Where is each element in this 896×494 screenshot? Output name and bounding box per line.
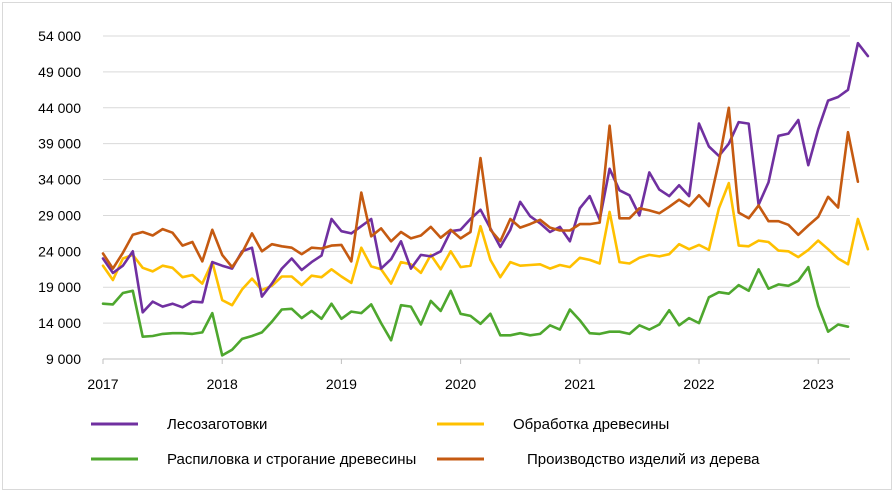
- y-tick-label: 29 000: [38, 207, 81, 223]
- series-line-0: [101, 41, 870, 314]
- y-tick-label: 19 000: [38, 279, 81, 295]
- y-tick-label: 9 000: [46, 351, 81, 367]
- x-tick-label: 2022: [683, 376, 714, 392]
- x-tick-label: 2018: [207, 376, 238, 392]
- series-line-3: [101, 106, 860, 270]
- y-tick-label: 34 000: [38, 172, 81, 188]
- y-tick-label: 14 000: [38, 315, 81, 331]
- x-tick-label: 2020: [445, 376, 476, 392]
- series-line-2: [101, 265, 850, 357]
- x-tick-label: 2017: [87, 376, 118, 392]
- gridlines: [103, 35, 850, 360]
- legend-label: Обработка древесины: [513, 416, 669, 433]
- legend-label: Производство изделий из дерева: [527, 451, 760, 468]
- y-tick-label: 54 000: [38, 28, 81, 44]
- y-tick-label: 24 000: [38, 243, 81, 259]
- x-tick-label: 2019: [326, 376, 357, 392]
- y-tick-label: 44 000: [38, 100, 81, 116]
- legend-label: Распиловка и строгание древесины: [167, 451, 416, 468]
- y-axis-ticks: 9 000 14 000 19 000 24 000 29 000 34 000 39 00…: [38, 28, 81, 367]
- y-tick-label: 39 000: [38, 136, 81, 152]
- x-axis-ticks: 2017 2018 2019 2020 2021 2022 2023: [87, 359, 834, 392]
- series-line-1: [101, 181, 870, 307]
- legend-label: Лесозаготовки: [167, 416, 267, 433]
- series-lines: [101, 41, 870, 357]
- legend: Лесозаготовки Обработка древесины Распилов…: [91, 416, 760, 468]
- y-tick-label: 49 000: [38, 64, 81, 80]
- x-tick-label: 2023: [803, 376, 834, 392]
- x-tick-label: 2021: [564, 376, 595, 392]
